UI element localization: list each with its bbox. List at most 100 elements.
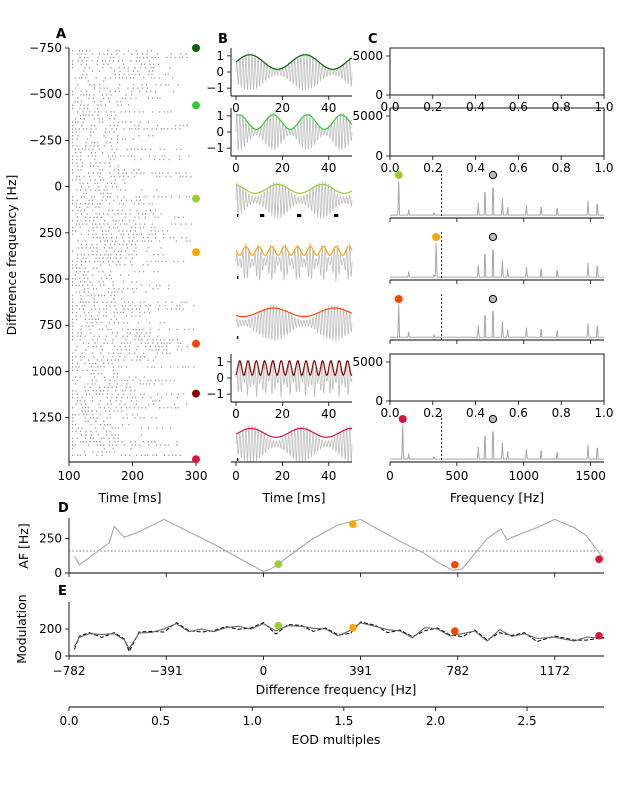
raster-spike <box>133 169 135 171</box>
raster-spike <box>72 335 74 337</box>
raster-spike <box>164 305 166 307</box>
raster-spike <box>153 383 155 385</box>
raster-spike <box>124 356 126 358</box>
raster-spike <box>97 339 99 341</box>
raster-spike <box>144 216 146 218</box>
raster-spike <box>137 322 139 324</box>
raster-spike <box>146 196 148 198</box>
raster-spike <box>72 67 74 69</box>
raster-spike <box>92 114 94 116</box>
raster-spike <box>146 383 148 385</box>
raster-spike <box>101 451 103 453</box>
raster-spike <box>174 407 176 409</box>
panel-a-x-tick-label: 300 <box>185 469 208 483</box>
raster-spike <box>145 291 147 293</box>
raster-spike <box>111 386 113 388</box>
raster-spike <box>185 172 187 174</box>
raster-spike <box>125 257 127 259</box>
raster-spike <box>174 216 176 218</box>
raster-spike <box>75 356 77 358</box>
raster-spike <box>88 291 90 293</box>
raster-spike <box>72 128 74 130</box>
raster-spike <box>95 189 97 191</box>
panel-marker <box>349 520 357 528</box>
raster-spike <box>95 155 97 157</box>
raster-spike <box>82 223 84 225</box>
raster-spike <box>150 240 152 242</box>
raster-spike <box>80 332 82 334</box>
raster-spike <box>84 305 86 307</box>
raster-spike <box>126 172 128 174</box>
raster-spike <box>76 189 78 191</box>
raster-spike <box>97 451 99 453</box>
raster-spike <box>114 441 116 443</box>
raster-spike <box>176 339 179 341</box>
panel-b-waveform <box>235 304 353 342</box>
raster-spike <box>108 444 110 446</box>
panel-b-waveform <box>235 359 353 398</box>
raster-spike <box>114 223 116 225</box>
raster-spike <box>91 155 93 157</box>
raster-spike <box>92 437 94 439</box>
raster-spike <box>126 383 128 385</box>
raster-spike <box>102 356 104 358</box>
raster-spike <box>108 226 110 229</box>
raster-spike <box>86 182 89 184</box>
raster-spike <box>143 172 145 174</box>
raster-spike <box>74 121 77 123</box>
raster-spike <box>177 84 179 86</box>
panel-a-df-marker <box>192 101 200 110</box>
raster-spike <box>113 298 115 300</box>
raster-spike <box>115 386 117 388</box>
raster-spike <box>112 56 115 59</box>
raster-spike <box>117 124 119 127</box>
raster-spike <box>83 175 85 178</box>
raster-spike <box>176 328 178 331</box>
raster-spike <box>72 107 74 110</box>
panel-label-c: C <box>368 32 378 47</box>
raster-spike <box>98 111 100 113</box>
raster-spike <box>84 288 86 290</box>
raster-spike <box>176 396 178 399</box>
panel-a-xlabel: Time [ms] <box>97 490 161 505</box>
raster-spike <box>159 305 161 307</box>
raster-spike <box>86 138 89 140</box>
raster-spike <box>85 403 87 405</box>
raster-spike <box>92 172 94 174</box>
raster-spike <box>111 396 113 399</box>
panel-e-x-tick-label: 782 <box>446 664 469 678</box>
raster-spike <box>91 318 93 320</box>
panel-b-envelope <box>235 245 353 256</box>
raster-spike <box>139 305 142 307</box>
panel-b-waveform <box>235 52 353 91</box>
raster-spike <box>110 277 112 280</box>
panel-marker <box>595 631 603 640</box>
raster-spike <box>85 393 88 395</box>
raster-spike <box>72 396 74 399</box>
raster-spike <box>116 349 118 351</box>
raster-spike <box>96 345 98 348</box>
raster-spike <box>100 444 102 446</box>
raster-spike <box>159 175 161 178</box>
raster-spike <box>156 352 158 354</box>
raster-spike <box>79 277 81 280</box>
raster-spike <box>88 444 90 446</box>
raster-spike <box>125 349 127 351</box>
raster-spike <box>139 308 141 310</box>
raster-spike <box>95 393 97 395</box>
raster-spike <box>72 447 74 450</box>
raster-spike <box>85 189 87 191</box>
raster-spike <box>172 454 174 456</box>
raster-spike <box>110 359 113 361</box>
raster-spike <box>134 67 136 69</box>
raster-spike <box>135 60 137 62</box>
raster-spike <box>93 216 95 218</box>
raster-spike <box>85 192 88 195</box>
raster-spike <box>104 131 106 133</box>
raster-spike <box>137 407 139 409</box>
panel-a-y-tick-label: −500 <box>29 87 62 101</box>
raster-spike <box>151 172 153 174</box>
raster-spike <box>92 226 94 229</box>
raster-spike <box>81 186 83 188</box>
